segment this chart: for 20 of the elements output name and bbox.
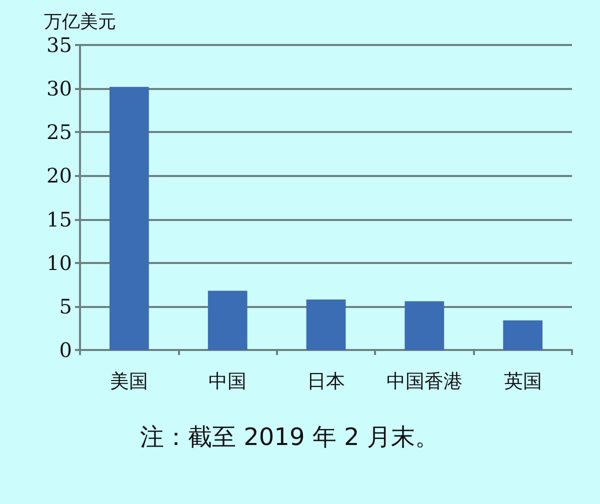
x-tick-label: 美国 (110, 370, 148, 392)
y-tick-label: 20 (46, 164, 72, 188)
y-tick-label: 10 (46, 250, 72, 275)
bar (306, 299, 346, 350)
x-tick-label: 中国香港 (386, 370, 462, 392)
y-tick-label: 35 (46, 33, 72, 57)
y-tick-label: 30 (46, 76, 72, 101)
bar (503, 320, 542, 350)
y-tick-label: 25 (46, 120, 72, 144)
y-tick-label: 15 (46, 207, 72, 232)
y-tick-label: 0 (59, 338, 72, 362)
x-tick-label: 英国 (504, 370, 542, 392)
y-tick-label: 5 (59, 294, 72, 318)
text: 注：截至 2019 年 2 月末。 (140, 422, 440, 453)
x-tick-label: 中国 (208, 370, 247, 392)
bar (404, 301, 444, 350)
bar (110, 86, 149, 350)
y-axis-title: 万亿美元 (44, 12, 116, 32)
bar (208, 290, 248, 350)
x-tick-label: 日本 (307, 370, 345, 392)
